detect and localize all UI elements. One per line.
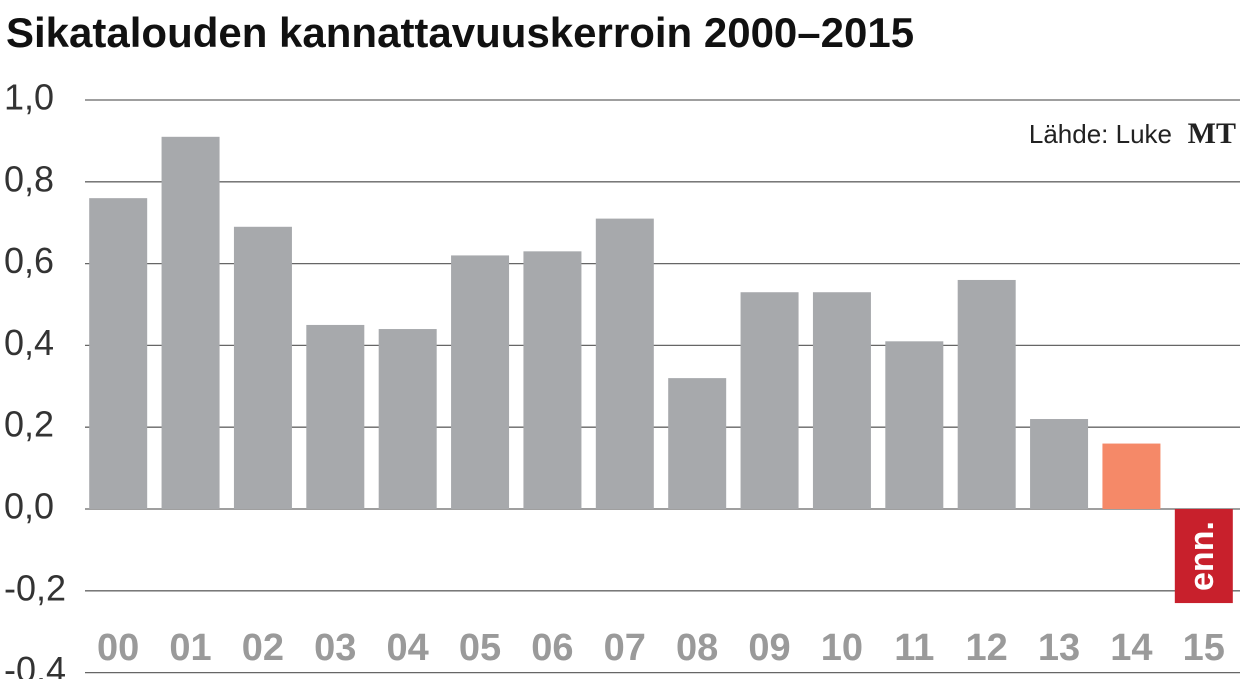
x-tick-label: 07 bbox=[604, 627, 646, 669]
x-tick-label: 10 bbox=[821, 627, 863, 669]
x-tick-label: 08 bbox=[676, 627, 718, 669]
x-tick-label: 15 bbox=[1183, 627, 1225, 669]
x-tick-label: 05 bbox=[459, 627, 501, 669]
x-tick-label: 09 bbox=[748, 627, 790, 669]
bar bbox=[233, 226, 292, 510]
x-tick-label: 11 bbox=[894, 627, 934, 669]
logo: MT bbox=[1188, 117, 1236, 150]
x-tick-label: 12 bbox=[966, 627, 1008, 669]
x-tick-label: 00 bbox=[97, 627, 139, 669]
bar bbox=[957, 279, 1016, 509]
source: Lähde: Luke bbox=[1029, 119, 1172, 149]
chart-title: Sikatalouden kannattavuuskerroin 2000–20… bbox=[6, 9, 914, 56]
bar bbox=[161, 136, 220, 509]
bar bbox=[523, 251, 582, 509]
y-tick-label: 1,0 bbox=[4, 77, 54, 118]
y-tick-label: -0,2 bbox=[4, 567, 66, 608]
y-tick-label: 0,4 bbox=[4, 322, 54, 363]
bar bbox=[595, 218, 654, 510]
y-tick-label: 0,6 bbox=[4, 240, 54, 281]
bar bbox=[306, 324, 365, 509]
y-tick-label: 0,8 bbox=[4, 158, 54, 199]
x-tick-label: 03 bbox=[314, 627, 356, 669]
bar bbox=[668, 378, 727, 509]
x-tick-label: 02 bbox=[242, 627, 284, 669]
annotation: enn. bbox=[1183, 521, 1221, 591]
y-tick-label: -0,4 bbox=[4, 649, 66, 679]
x-tick-label: 04 bbox=[387, 627, 429, 669]
bar bbox=[812, 292, 871, 509]
x-tick-label: 13 bbox=[1038, 627, 1080, 669]
bar bbox=[1030, 419, 1089, 509]
bar bbox=[378, 329, 437, 509]
bar bbox=[89, 198, 148, 509]
x-tick-label: 01 bbox=[169, 627, 211, 669]
bar bbox=[885, 341, 944, 509]
x-tick-label: 14 bbox=[1110, 627, 1152, 669]
bar bbox=[451, 255, 510, 509]
y-tick-label: 0,2 bbox=[4, 404, 54, 445]
y-tick-label: 0,0 bbox=[4, 486, 54, 527]
bar bbox=[740, 292, 799, 509]
bar bbox=[1174, 509, 1233, 604]
bar bbox=[1102, 443, 1161, 509]
x-tick-label: 06 bbox=[531, 627, 573, 669]
